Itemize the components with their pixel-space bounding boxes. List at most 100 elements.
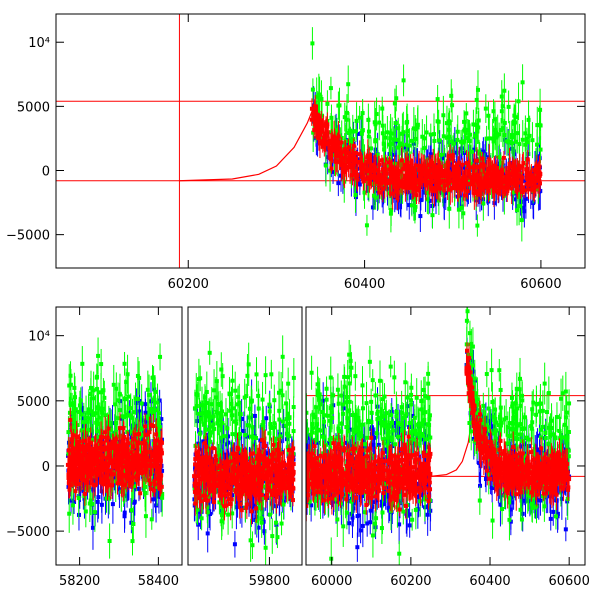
data-point — [351, 143, 356, 148]
data-point — [129, 508, 134, 513]
data-point — [87, 501, 92, 506]
data-point — [154, 459, 159, 464]
data-point — [475, 192, 480, 197]
data-point — [313, 111, 318, 116]
data-point — [69, 423, 74, 428]
data-point — [377, 162, 382, 167]
data-point — [512, 113, 517, 118]
data-point — [522, 188, 527, 193]
data-point — [445, 181, 450, 186]
data-point — [476, 118, 481, 123]
data-point — [87, 442, 92, 447]
y-tick-label: −5000 — [6, 229, 50, 244]
data-point — [127, 411, 132, 416]
data-point — [134, 471, 139, 476]
data-point — [107, 538, 112, 543]
data-point — [344, 117, 349, 122]
data-point — [474, 158, 479, 163]
data-point — [362, 190, 367, 195]
data-point — [526, 117, 531, 122]
data-point — [379, 179, 384, 184]
data-point — [335, 154, 340, 159]
data-point — [106, 426, 111, 431]
data-point — [441, 134, 446, 139]
data-point — [281, 424, 286, 429]
data-point — [445, 135, 450, 140]
data-point — [245, 434, 250, 439]
data-point — [366, 134, 371, 139]
data-point — [404, 120, 409, 125]
data-point — [516, 99, 521, 104]
data-point — [432, 189, 437, 194]
data-point — [462, 193, 467, 198]
data-point — [346, 160, 351, 165]
data-point — [81, 489, 86, 494]
data-point — [124, 448, 129, 453]
data-point — [528, 176, 533, 181]
data-point — [451, 141, 456, 146]
data-point — [367, 159, 372, 164]
data-point — [436, 198, 441, 203]
data-point — [466, 127, 471, 132]
data-point — [72, 419, 77, 424]
data-point — [256, 393, 261, 398]
data-point — [157, 398, 162, 403]
data-point — [371, 175, 376, 180]
data-point — [393, 169, 398, 174]
data-point — [94, 450, 99, 455]
data-point — [156, 494, 161, 499]
data-point — [491, 189, 496, 194]
data-point — [507, 161, 512, 166]
data-point — [133, 453, 138, 458]
data-point — [407, 143, 412, 148]
data-point — [94, 473, 99, 478]
data-point — [413, 163, 418, 168]
data-point — [323, 163, 328, 168]
data-point — [140, 470, 145, 475]
data-point — [115, 467, 120, 472]
data-point — [474, 122, 479, 127]
data-point — [361, 158, 366, 163]
data-point — [464, 161, 469, 166]
data-point — [75, 475, 80, 480]
data-point — [108, 482, 113, 487]
data-point — [333, 159, 338, 164]
data-point — [487, 136, 492, 141]
data-point — [131, 484, 136, 489]
data-point — [97, 469, 102, 474]
data-point — [251, 503, 256, 508]
data-point — [453, 180, 458, 185]
data-point — [234, 505, 239, 510]
data-point — [208, 512, 213, 517]
data-point — [499, 128, 504, 133]
data-point — [345, 151, 350, 156]
data-point — [376, 170, 381, 175]
data-point — [342, 115, 347, 120]
data-point — [133, 396, 138, 401]
data-point — [438, 186, 443, 191]
data-point — [103, 413, 108, 418]
data-point — [348, 141, 353, 146]
data-point — [143, 424, 148, 429]
data-point — [459, 187, 464, 192]
data-point — [373, 138, 378, 143]
data-point — [311, 130, 316, 135]
data-point — [417, 182, 422, 187]
data-point — [315, 127, 320, 132]
data-point — [66, 430, 71, 435]
data-point — [414, 185, 419, 190]
data-point — [420, 166, 425, 171]
data-point — [239, 416, 244, 421]
data-point — [470, 149, 475, 154]
data-point — [531, 187, 536, 192]
data-point — [124, 476, 129, 481]
data-point — [309, 117, 314, 122]
data-point — [407, 203, 412, 208]
data-point — [484, 185, 489, 190]
data-point — [379, 158, 384, 163]
data-point — [235, 500, 240, 505]
data-point — [424, 170, 429, 175]
data-point — [152, 397, 157, 402]
data-point — [523, 196, 528, 201]
